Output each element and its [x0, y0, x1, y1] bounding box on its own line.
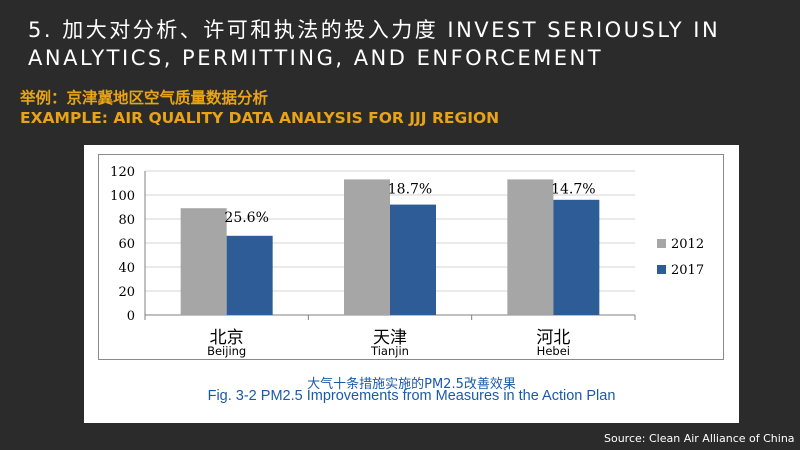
- legend-label-2012: 2012: [671, 237, 704, 252]
- chart-frame: 0 20 40 60 80 100 120 25.6% 北京 Beijing 18.7% 天津 Tian…: [98, 154, 724, 360]
- figure-caption-zh: 大气十条措施实施的PM2.5改善效果: [307, 377, 516, 392]
- y-tick-label: 80: [118, 213, 135, 228]
- figure-caption-en: Fig. 3-2 PM2.5 Improvements from Measure…: [207, 388, 616, 404]
- subtitle-en: EXAMPLE: AIR QUALITY DATA ANALYSIS FOR J…: [20, 109, 500, 127]
- bar-2012-hebei: [507, 179, 554, 315]
- bar-2012-beijing: [180, 208, 227, 315]
- x-category-sublabel: Hebei: [537, 344, 570, 358]
- slide-title: 5. 加大对分析、许可和执法的投入力度 INVEST SERIOUSLY IN …: [28, 18, 721, 70]
- bar-2017-tianjin: [390, 204, 436, 315]
- source-note: Source: Clean Air Alliance of China: [604, 432, 795, 445]
- bar-2012-tianjin: [344, 179, 390, 315]
- y-tick-label: 120: [110, 165, 135, 180]
- x-category-label: 河北: [536, 328, 570, 348]
- reduction-label: 14.7%: [551, 181, 595, 197]
- y-tick-label: 60: [118, 237, 135, 252]
- x-category-label: 天津: [373, 328, 407, 348]
- x-category-label: 北京: [210, 328, 244, 348]
- reduction-label: 18.7%: [388, 181, 432, 197]
- y-tick-label: 0: [127, 309, 135, 324]
- chart-panel: 0 20 40 60 80 100 120 25.6% 北京 Beijing 18.7% 天津 Tian…: [84, 145, 739, 423]
- subtitle-zh: 举例：京津冀地区空气质量数据分析: [20, 89, 269, 107]
- x-category-sublabel: Tianjin: [370, 344, 409, 358]
- legend-swatch-2012: [657, 239, 666, 248]
- y-tick-label: 100: [110, 189, 135, 204]
- bar-2017-beijing: [226, 235, 273, 315]
- legend-label-2017: 2017: [671, 263, 704, 278]
- x-category-sublabel: Beijing: [207, 344, 246, 358]
- y-tick-label: 20: [118, 285, 135, 300]
- y-tick-label: 40: [118, 261, 135, 276]
- bar-2017-hebei: [553, 199, 600, 315]
- legend-swatch-2017: [657, 265, 666, 274]
- slide-subtitle: 举例：京津冀地区空气质量数据分析 EXAMPLE: AIR QUALITY DA…: [20, 88, 499, 128]
- reduction-label: 25.6%: [224, 210, 268, 226]
